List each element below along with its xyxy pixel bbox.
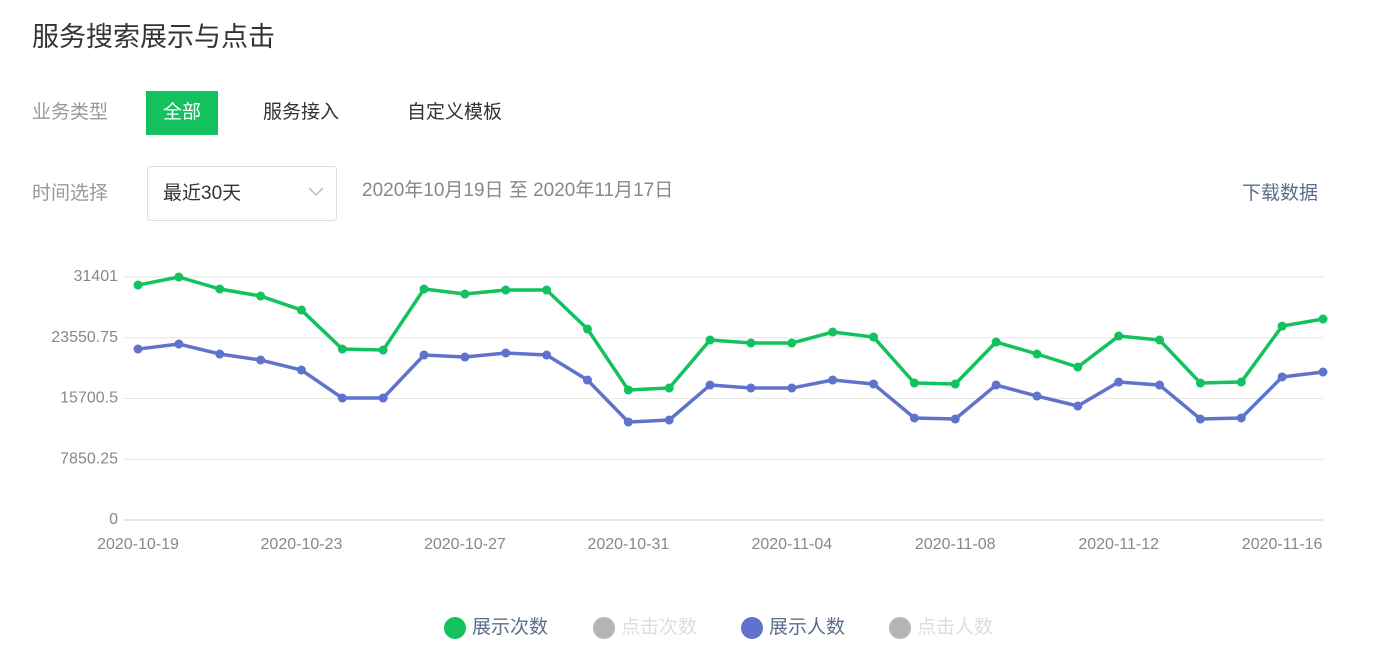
filter-label: 业务类型 [32,101,108,123]
data-point [950,379,960,389]
data-point [133,344,143,354]
data-point [664,383,674,393]
data-point [991,337,1001,347]
x-tick-label: 2020-10-27 [424,536,506,553]
series-line [137,275,1324,392]
data-point [419,284,429,294]
data-point [542,285,552,295]
data-point [623,385,633,395]
data-point [746,383,756,393]
y-tick-label: 0 [109,511,118,528]
active-tab-bg[interactable] [146,91,218,135]
data-point [542,350,552,360]
data-point [256,291,266,301]
data-point [1032,349,1042,359]
data-point [1236,413,1246,423]
data-point [787,383,797,393]
data-point [869,332,879,342]
series-line [137,342,1324,424]
x-tick-label: 2020-10-19 [97,536,179,553]
legend-swatch[interactable] [889,617,911,639]
y-tick-label: 7850.25 [60,450,118,467]
x-tick-label: 2020-11-16 [1242,536,1323,553]
tab[interactable]: 自定义模板 [407,101,502,123]
legend-swatch[interactable] [444,617,466,639]
data-point [909,413,919,423]
data-point [746,338,756,348]
data-point [1155,335,1165,345]
data-point [378,345,388,355]
data-point [1032,391,1042,401]
legend-label[interactable]: 展示次数 [472,616,548,638]
data-point [296,365,306,375]
legend-swatch[interactable] [593,617,615,639]
data-point [501,285,511,295]
x-tick-label: 2020-10-23 [261,536,343,553]
data-point [174,272,184,282]
legend-label[interactable]: 展示人数 [769,616,845,638]
data-point [1073,362,1083,372]
data-point [133,280,143,290]
x-tick-label: 2020-11-04 [751,536,832,553]
data-point [787,338,797,348]
data-point [1318,367,1328,377]
data-point [705,335,715,345]
data-point [174,339,184,349]
data-point [337,344,347,354]
data-point [828,327,838,337]
data-point [215,349,225,359]
data-point [705,380,715,390]
data-point [582,375,592,385]
data-point [909,378,919,388]
legend-label[interactable]: 点击人数 [917,616,993,638]
x-tick-label: 2020-11-12 [1078,536,1159,553]
data-point [828,375,838,385]
data-point [869,379,879,389]
data-point [950,414,960,424]
legend-swatch[interactable] [741,617,763,639]
date-range: 2020年10月19日 至 2020年11月17日 [362,179,673,201]
data-point [419,350,429,360]
legend-label[interactable]: 点击次数 [621,616,697,638]
data-point [1236,377,1246,387]
data-point [378,393,388,403]
data-point [664,415,674,425]
data-point [337,393,347,403]
chevron [308,187,324,197]
data-point [296,305,306,315]
x-tick-label: 2020-10-31 [587,536,669,553]
y-tick-label: 23550.75 [51,329,118,346]
data-point [1073,401,1083,411]
data-point [1277,372,1287,382]
data-point [501,348,511,358]
tab[interactable]: 服务接入 [263,101,339,123]
data-point [460,352,470,362]
download-link[interactable]: 下载数据 [1242,182,1318,204]
data-point [991,380,1001,390]
data-point [256,355,266,365]
data-point [460,289,470,299]
x-tick-label: 2020-11-08 [915,536,996,553]
time-select[interactable] [147,166,337,221]
filter-label: 时间选择 [32,182,108,204]
data-point [1195,378,1205,388]
page-title: 服务搜索展示与点击 [32,22,275,52]
y-tick-label: 31401 [74,268,119,285]
y-tick-label: 15700.5 [60,390,118,407]
data-point [1277,321,1287,331]
data-point [623,417,633,427]
tab[interactable]: 全部 [163,101,201,123]
data-point [1318,314,1328,324]
data-point [1155,380,1165,390]
data-point [1114,377,1124,387]
data-point [215,284,225,294]
data-point [582,324,592,334]
time-select-value[interactable]: 最近30天 [163,182,241,204]
data-point [1195,414,1205,424]
data-point [1114,331,1124,341]
